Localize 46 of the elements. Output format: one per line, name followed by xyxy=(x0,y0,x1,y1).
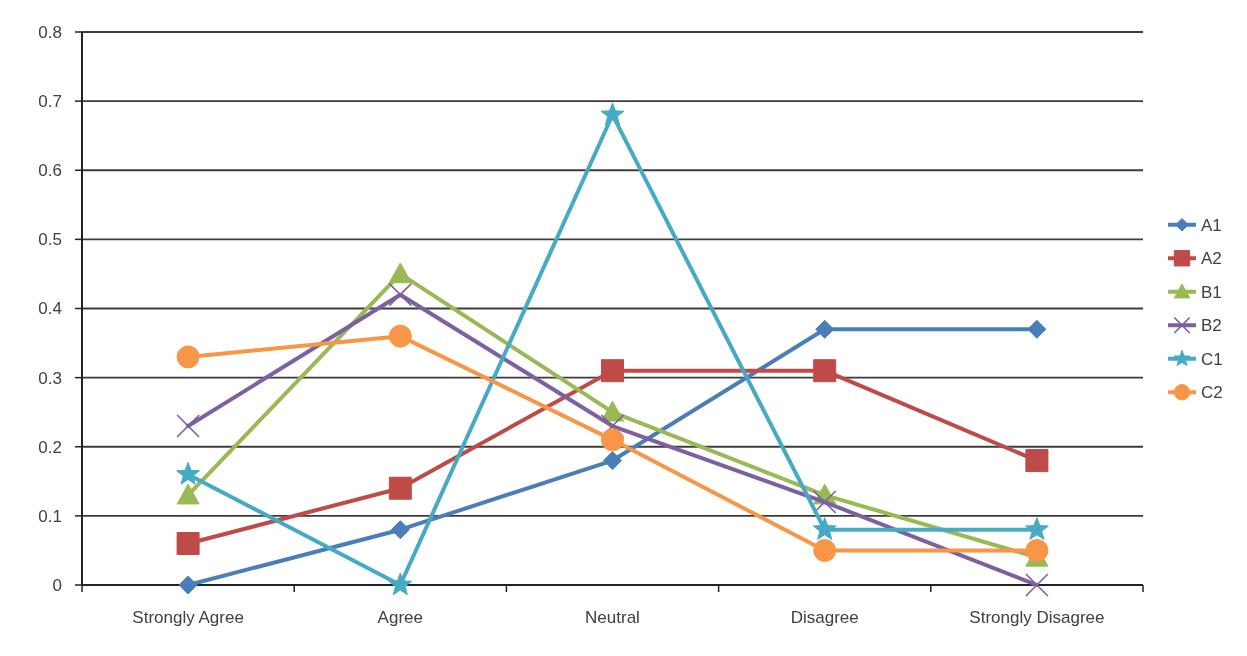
point xyxy=(176,345,200,369)
point xyxy=(388,572,413,596)
point xyxy=(812,517,837,540)
legend-label: C1 xyxy=(1201,349,1223,369)
y-tick-label: 0.5 xyxy=(38,230,62,250)
point xyxy=(176,532,200,556)
y-tick-label: 0.1 xyxy=(38,506,62,526)
point xyxy=(388,324,412,348)
point xyxy=(1025,538,1049,562)
legend-label: B1 xyxy=(1201,282,1222,302)
x-tick-label: Agree xyxy=(377,608,423,627)
y-tick-label: 0.7 xyxy=(38,92,62,112)
point xyxy=(388,476,412,500)
point xyxy=(388,262,412,284)
point xyxy=(812,490,837,514)
y-tick-label: 0.6 xyxy=(38,161,62,181)
legend-label: A2 xyxy=(1201,249,1222,269)
point xyxy=(601,359,624,383)
legend-label: C2 xyxy=(1201,383,1223,403)
x-tick-label: Neutral xyxy=(585,608,640,627)
point xyxy=(813,538,837,562)
legend-label: B2 xyxy=(1201,316,1222,336)
y-tick-label: 0 xyxy=(52,575,62,595)
point xyxy=(176,483,200,505)
point xyxy=(815,319,835,339)
y-tick-label: 0.4 xyxy=(38,299,62,319)
point xyxy=(601,428,624,452)
point xyxy=(1025,573,1049,597)
point xyxy=(176,461,201,485)
point xyxy=(1025,449,1049,473)
point xyxy=(603,451,622,471)
point xyxy=(390,520,410,540)
point xyxy=(178,575,198,595)
legend-label: A1 xyxy=(1201,215,1222,235)
point xyxy=(1024,517,1049,540)
x-tick-label: Strongly Agree xyxy=(132,608,244,627)
x-tick-label: Strongly Disagree xyxy=(969,608,1105,627)
point xyxy=(600,102,625,126)
y-tick-label: 0.8 xyxy=(38,22,62,42)
point xyxy=(176,414,200,438)
y-tick-label: 0.2 xyxy=(38,437,62,457)
point xyxy=(1027,319,1047,339)
point xyxy=(813,359,837,383)
point xyxy=(388,282,413,307)
y-tick-label: 0.3 xyxy=(38,368,62,388)
x-tick-label: Disagree xyxy=(790,608,859,627)
